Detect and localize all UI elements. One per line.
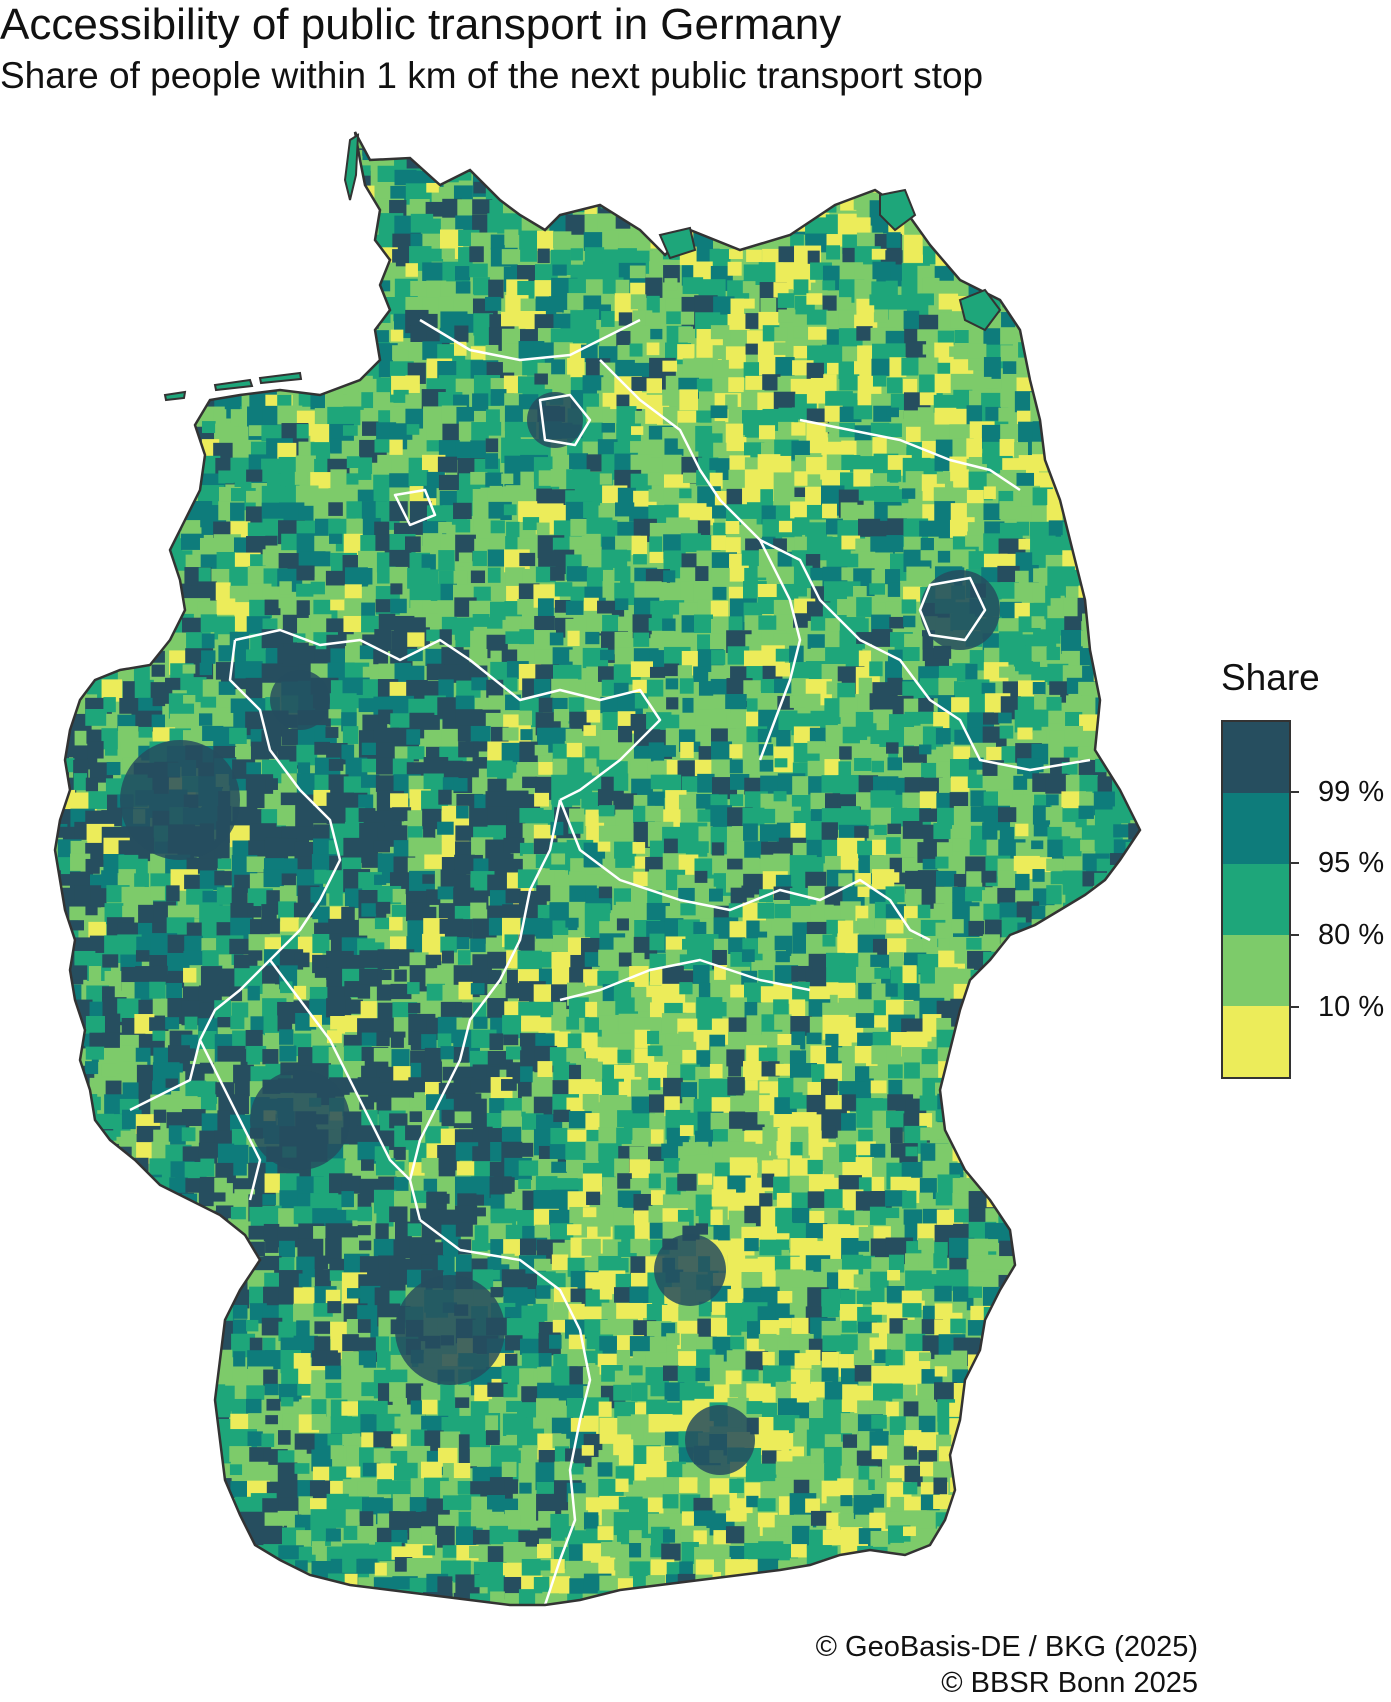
legend-tick-mark (1291, 791, 1299, 793)
legend-tick-mark (1291, 934, 1299, 936)
legend-color-scale (1221, 720, 1291, 1079)
state-border-saxony-anhalt (759, 538, 1091, 772)
credit-bbsr: © BBSR Bonn 2025 (941, 1667, 1198, 1699)
state-border-schleswig-holstein (419, 318, 641, 362)
state-border-hesse-bavaria (408, 799, 562, 1221)
page-subtitle: Share of people within 1 km of the next … (0, 55, 984, 96)
state-border-nrw (129, 639, 342, 1112)
legend-swatch-class-3 (1223, 864, 1289, 935)
legend-swatch-class-2 (1223, 793, 1289, 864)
state-border-bavaria-north (559, 958, 811, 1002)
legend-swatch-class-5 (1223, 1006, 1289, 1077)
state-border-thuringia (558, 799, 931, 942)
state-border-rhineland (269, 959, 411, 1181)
legend-break-label: 80 % (1318, 919, 1385, 951)
state-border-brandenburg (799, 418, 1021, 492)
legend-break-label: 99 % (1318, 776, 1385, 808)
city-border-bremen (393, 488, 437, 527)
legend-break-label: 10 % (1318, 991, 1385, 1023)
legend-tick-mark (1291, 862, 1299, 864)
city-border-hamburg (538, 393, 592, 447)
city-border-berlin (918, 576, 987, 642)
coastal-islands (163, 133, 1002, 402)
credit-geobasis: © GeoBasis-DE / BKG (2025) (815, 1631, 1198, 1663)
legend-title: Share (1221, 657, 1320, 698)
legend-break-label: 95 % (1318, 847, 1385, 879)
legend-tick-mark (1291, 1006, 1299, 1008)
legend-swatch-class-1 (1223, 722, 1289, 793)
state-border-bw-bavaria (419, 1219, 592, 1605)
state-border-saarland (198, 1039, 262, 1201)
state-border-lower-saxony-south (234, 628, 662, 802)
legend-swatch-class-4 (1223, 935, 1289, 1006)
page-title: Accessibility of public transport in Ger… (0, 0, 842, 49)
